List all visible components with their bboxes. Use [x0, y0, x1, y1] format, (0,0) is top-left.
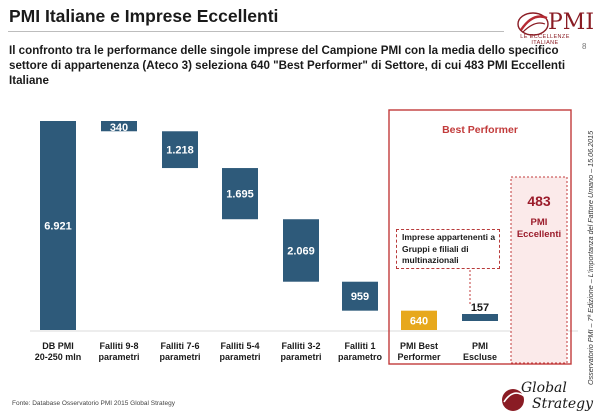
bar-db-pmi-20-250-mln — [40, 121, 76, 330]
category-label-falliti-3-2-parametri: Falliti 3-2 — [281, 341, 320, 351]
category-label-falliti-7-6-parametri: Falliti 7-6 — [160, 341, 199, 351]
category-label-falliti-9-8-parametri: Falliti 9-8 — [99, 341, 138, 351]
value-label-falliti-5-4-parametri: 1.695 — [226, 189, 254, 201]
excellent-highlight — [510, 176, 568, 364]
excellent-label-line: Eccellenti — [517, 229, 561, 240]
value-label-db-pmi-20-250-mln: 6.921 — [44, 221, 72, 233]
logo-subtitle: LE ECCELLENZE ITALIANE — [520, 34, 570, 46]
value-label-falliti-3-2-parametri: 2.069 — [287, 245, 315, 257]
excellent-label-line: PMI — [531, 217, 548, 228]
global-strategy-logo-icon — [502, 389, 525, 411]
category-label-pmi-escluse: Escluse — [463, 352, 497, 362]
page-title: PMI Italiane e Imprese Eccellenti — [9, 6, 279, 26]
best-performer-title: Best Performer — [442, 124, 518, 136]
value-label-pmi-best-performer: 640 — [410, 315, 428, 327]
category-label-pmi-best-performer: Performer — [397, 352, 441, 362]
intro-text: Il confronto tra le performance delle si… — [9, 44, 566, 87]
category-label-pmi-escluse: PMI — [472, 341, 488, 351]
category-label-pmi-best-performer: PMI Best — [400, 341, 438, 351]
source-note: Fonte: Database Osservatorio PMI 2015 Gl… — [12, 400, 175, 407]
bar-pmi-best-performer — [401, 310, 437, 330]
category-label-falliti-1-parametro: Falliti 1 — [344, 341, 375, 351]
side-note: Osservatorio PMI – 7ª Edizione – L'impor… — [586, 130, 595, 385]
category-label-db-pmi-20-250-mln: 20-250 mln — [35, 352, 82, 362]
value-label-falliti-9-8-parametri: 340 — [110, 122, 128, 134]
best-performer-frame — [388, 109, 572, 365]
category-label-falliti-3-2-parametri: parametri — [280, 352, 321, 362]
excellent-value: 483 — [527, 193, 551, 209]
page-number: 8 — [582, 42, 587, 51]
value-label-falliti-1-parametro: 959 — [351, 291, 369, 303]
bar-falliti-1-parametro — [342, 281, 378, 311]
callout-text: Imprese appartenenti a Gruppi e filiali … — [402, 232, 496, 265]
bar-falliti-7-6-parametri — [162, 131, 198, 169]
category-label-falliti-1-parametro: parametro — [338, 352, 383, 362]
title-divider — [8, 31, 504, 32]
bar-falliti-3-2-parametri — [283, 219, 319, 282]
bar-pmi-escluse — [462, 314, 498, 321]
pmi-logo-icon — [517, 12, 549, 36]
brand-line-2: Strategy — [532, 396, 594, 412]
category-label-falliti-5-4-parametri: parametri — [219, 352, 260, 362]
bar-falliti-9-8-parametri — [101, 121, 137, 132]
value-label-pmi-escluse: 157 — [471, 302, 489, 314]
callout-box — [396, 229, 500, 269]
category-label-falliti-9-8-parametri: parametri — [98, 352, 139, 362]
value-label-falliti-7-6-parametri: 1.218 — [166, 145, 194, 157]
category-label-db-pmi-20-250-mln: DB PMI — [42, 341, 74, 351]
bar-falliti-5-4-parametri — [222, 168, 258, 220]
logo-text: PMI — [548, 10, 595, 35]
category-label-falliti-5-4-parametri: Falliti 5-4 — [220, 341, 259, 351]
brand-line-1: Global — [521, 380, 567, 396]
category-label-falliti-7-6-parametri: parametri — [159, 352, 200, 362]
